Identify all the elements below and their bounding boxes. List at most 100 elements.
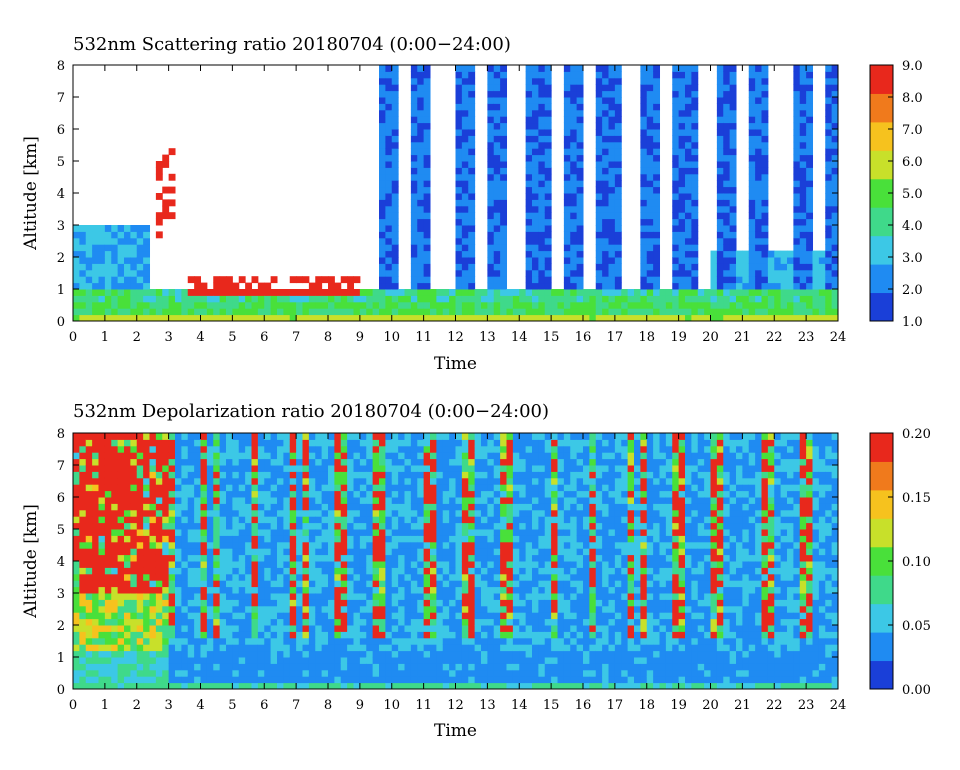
heatmap-cell [366, 535, 374, 543]
heatmap-cell [238, 308, 246, 316]
heatmap-cell [761, 167, 769, 175]
heatmap-cell [379, 452, 386, 460]
heatmap-cell [155, 676, 163, 684]
heatmap-cell [366, 509, 374, 517]
heatmap-cell [226, 282, 233, 290]
heatmap-cell [206, 599, 214, 607]
heatmap-cell [353, 561, 361, 568]
heatmap-cell [213, 625, 221, 632]
heatmap-cell [525, 154, 533, 162]
heatmap-cell [595, 231, 603, 239]
heatmap-cell [461, 77, 469, 85]
heatmap-cell [595, 282, 603, 290]
heatmap-cell [289, 637, 297, 645]
heatmap-cell [793, 295, 801, 303]
heatmap-cell [595, 212, 603, 220]
heatmap-cell [98, 484, 106, 492]
heatmap-cell [487, 84, 495, 92]
heatmap-cell [175, 301, 182, 309]
heatmap-cell [149, 529, 157, 536]
heatmap-cell [289, 567, 297, 575]
heatmap-cell [672, 65, 680, 72]
heatmap-cell [430, 561, 437, 568]
heatmap-cell [104, 490, 112, 498]
heatmap-cell [334, 452, 342, 460]
heatmap-cell [270, 439, 278, 447]
heatmap-cell [500, 71, 508, 79]
heatmap-cell [442, 295, 450, 303]
heatmap-cell [742, 269, 750, 277]
heatmap-cell [799, 141, 807, 149]
heatmap-cell [614, 205, 622, 213]
heatmap-cell [175, 657, 182, 664]
heatmap-cell [398, 567, 406, 575]
heatmap-cell [532, 250, 539, 258]
heatmap-cell [283, 676, 291, 684]
heatmap-cell [162, 567, 170, 575]
heatmap-cell [104, 516, 112, 524]
heatmap-cell [825, 109, 833, 117]
heatmap-cell [277, 289, 284, 296]
heatmap-cell [302, 301, 310, 309]
heatmap-cell [385, 148, 393, 156]
heatmap-cell [124, 618, 131, 626]
heatmap-cell [206, 644, 214, 652]
heatmap-cell [130, 282, 138, 290]
heatmap-cell [812, 250, 820, 258]
heatmap-cell [423, 471, 431, 479]
heatmap-cell [468, 452, 476, 460]
heatmap-cell [640, 167, 648, 175]
heatmap-cell [92, 445, 100, 453]
heatmap-cell [200, 554, 208, 562]
heatmap-cell [194, 522, 202, 530]
heatmap-cell [379, 465, 386, 472]
heatmap-cell [328, 605, 335, 613]
heatmap-cell [468, 535, 476, 543]
heatmap-cell [206, 663, 214, 671]
heatmap-cell [767, 269, 775, 277]
heatmap-cell [130, 295, 138, 303]
heatmap-cell [442, 529, 450, 536]
heatmap-cell [168, 650, 176, 658]
heatmap-cell [736, 289, 743, 296]
heatmap-cell [417, 516, 425, 524]
heatmap-cell [379, 84, 386, 92]
heatmap-cell [98, 682, 106, 690]
heatmap-cell [104, 471, 112, 479]
heatmap-cell [423, 295, 431, 303]
heatmap-cell [315, 618, 323, 626]
heatmap-cell [563, 135, 571, 143]
heatmap-cell [646, 141, 654, 149]
heatmap-cell [493, 212, 501, 220]
heatmap-cell [685, 135, 692, 143]
heatmap-cell [277, 465, 284, 472]
heatmap-cell [136, 631, 144, 639]
heatmap-cell [608, 276, 616, 284]
heatmap-cell [678, 65, 686, 72]
heatmap-cell [474, 548, 482, 556]
heatmap-cell [570, 250, 578, 258]
heatmap-cell [245, 477, 253, 485]
heatmap-cell [124, 282, 131, 290]
heatmap-cell [302, 567, 310, 575]
heatmap-cell [519, 295, 527, 303]
heatmap-cell [168, 490, 176, 498]
heatmap-cell [379, 580, 386, 588]
heatmap-cell [92, 314, 100, 322]
heatmap-cell [423, 490, 431, 498]
heatmap-cell [315, 516, 323, 524]
heatmap-cell [308, 561, 316, 568]
heatmap-cell [723, 161, 731, 168]
heatmap-cell [468, 77, 476, 85]
heatmap-cell [296, 497, 304, 504]
heatmap-cell [302, 599, 310, 607]
heatmap-cell [391, 276, 399, 284]
heatmap-cell [449, 445, 457, 453]
heatmap-cell [385, 471, 393, 479]
heatmap-cell [532, 77, 539, 85]
heatmap-cell [761, 77, 769, 85]
heatmap-cell [729, 289, 737, 296]
heatmap-cell [321, 631, 329, 639]
heatmap-cell [289, 599, 297, 607]
heatmap-cell [461, 516, 469, 524]
